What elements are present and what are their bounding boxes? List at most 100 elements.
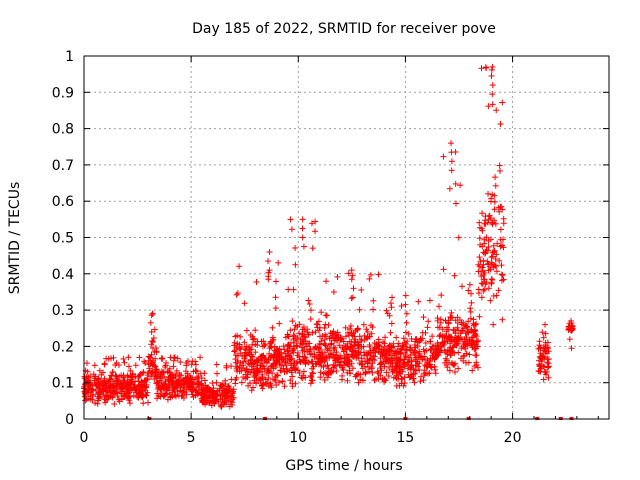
data-point	[375, 339, 382, 346]
data-point	[492, 263, 499, 270]
data-point	[243, 366, 250, 373]
data-point	[347, 322, 354, 329]
data-point	[217, 402, 224, 409]
data-point	[425, 318, 432, 325]
data-point	[276, 359, 283, 366]
data-point	[265, 374, 272, 381]
data-point	[397, 351, 404, 358]
data-point	[427, 347, 434, 354]
data-point	[490, 321, 497, 328]
data-point	[113, 384, 120, 391]
data-point	[416, 348, 423, 355]
data-point	[397, 369, 404, 376]
data-point	[339, 364, 346, 371]
data-point	[188, 379, 195, 386]
data-point	[300, 346, 307, 353]
data-point	[490, 242, 497, 249]
data-point	[355, 349, 362, 356]
data-point	[174, 388, 181, 395]
data-point	[241, 300, 248, 307]
data-point	[459, 283, 466, 290]
data-point	[308, 307, 315, 314]
data-point	[566, 336, 573, 343]
data-point	[473, 333, 480, 340]
data-point	[124, 372, 131, 379]
data-point	[382, 334, 389, 341]
data-point	[179, 392, 186, 399]
data-point	[452, 180, 459, 187]
data-point	[540, 334, 547, 341]
data-point	[129, 378, 136, 385]
data-point	[242, 371, 249, 378]
data-point	[499, 272, 506, 279]
data-point	[417, 378, 424, 385]
data-point	[488, 195, 495, 202]
data-point	[474, 364, 481, 371]
data-point	[243, 347, 250, 354]
data-point	[387, 329, 394, 336]
data-point	[567, 327, 574, 334]
data-point	[91, 362, 98, 369]
data-point	[429, 352, 436, 359]
data-point	[183, 391, 190, 398]
data-point	[468, 290, 475, 297]
data-point	[266, 267, 273, 274]
data-point	[438, 292, 445, 299]
data-point	[275, 259, 282, 266]
data-point	[258, 353, 265, 360]
data-point	[125, 381, 132, 388]
data-point	[494, 240, 501, 247]
data-point	[269, 334, 276, 341]
data-point	[488, 259, 495, 266]
data-point	[282, 353, 289, 360]
data-point	[404, 365, 411, 372]
data-point	[230, 394, 237, 401]
data-point	[376, 361, 383, 368]
data-point	[225, 383, 232, 390]
data-point	[330, 328, 337, 335]
data-point	[359, 365, 366, 372]
data-point	[273, 372, 280, 379]
data-point	[321, 358, 328, 365]
data-point	[113, 378, 120, 385]
data-point	[149, 310, 156, 317]
data-point	[308, 220, 315, 227]
data-point	[405, 354, 412, 361]
data-point	[348, 276, 355, 283]
data-point	[385, 352, 392, 359]
data-point	[484, 261, 491, 268]
data-point	[539, 329, 546, 336]
data-point	[408, 335, 415, 342]
data-point	[309, 377, 316, 384]
data-point	[297, 340, 304, 347]
data-point	[101, 386, 108, 393]
data-point	[270, 365, 277, 372]
data-point	[386, 312, 393, 319]
data-point	[396, 357, 403, 364]
data-point	[178, 393, 185, 400]
data-point	[408, 347, 415, 354]
x-tick-label: 0	[80, 430, 89, 446]
data-point	[464, 328, 471, 335]
data-point	[305, 297, 312, 304]
data-point	[536, 342, 543, 349]
data-point	[441, 333, 448, 340]
data-point	[306, 301, 313, 308]
data-point	[493, 251, 500, 258]
data-point	[334, 273, 341, 280]
data-point	[323, 333, 330, 340]
data-point	[153, 366, 160, 373]
data-point	[310, 370, 317, 377]
data-point	[412, 354, 419, 361]
data-point	[309, 245, 316, 252]
data-point	[448, 149, 455, 156]
data-point	[487, 297, 494, 304]
data-point	[309, 329, 316, 336]
data-point	[89, 396, 96, 403]
data-point	[421, 353, 428, 360]
data-point	[84, 368, 91, 375]
data-point	[387, 300, 394, 307]
data-point	[361, 349, 368, 356]
data-point	[296, 370, 303, 377]
data-point	[310, 363, 317, 370]
